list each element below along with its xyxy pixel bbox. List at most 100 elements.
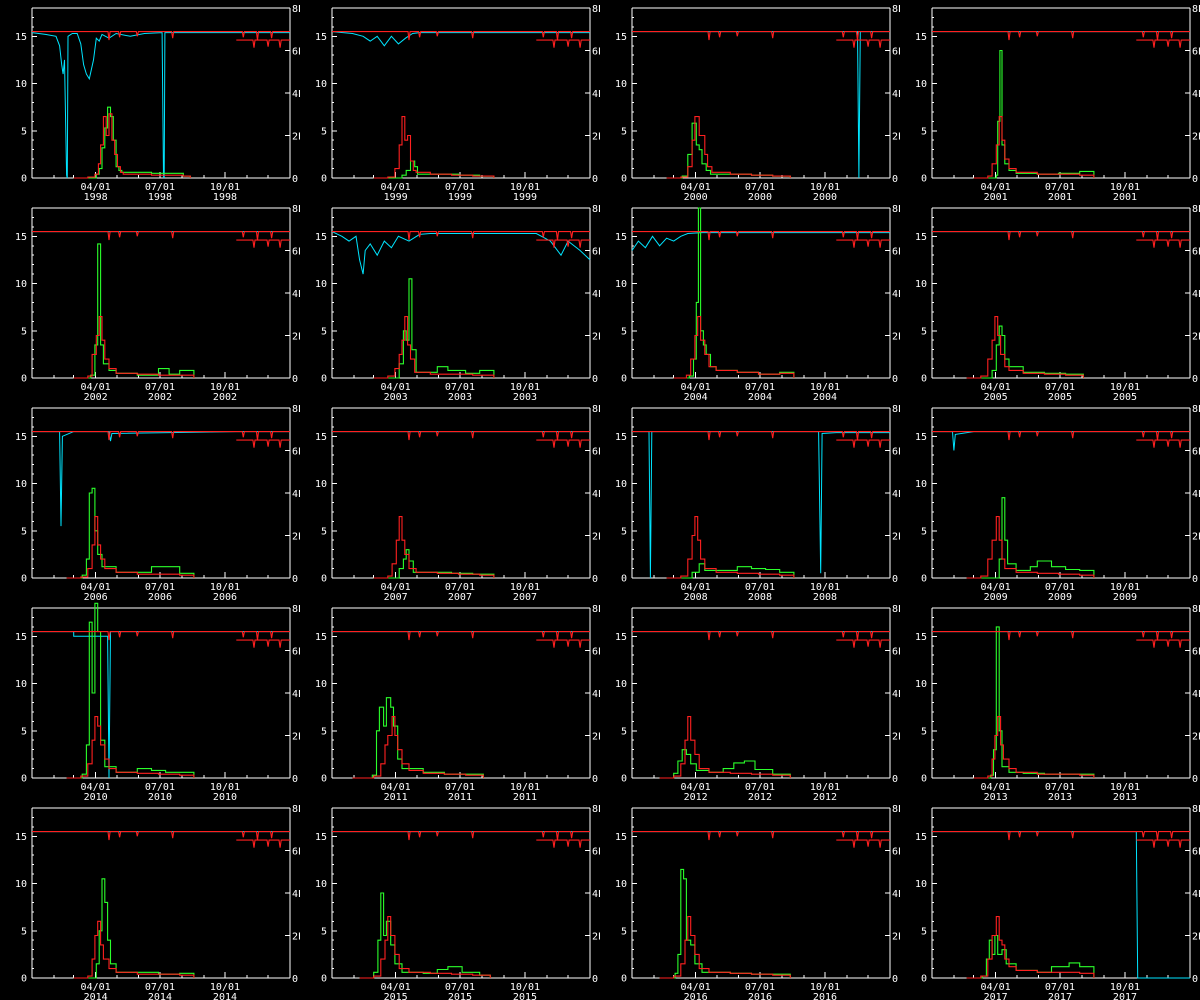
x-tick-year: 2000	[748, 192, 772, 200]
red-reference-line	[932, 631, 1190, 641]
x-tick-label: 04/01	[681, 982, 711, 993]
left-tick-label: 0	[621, 174, 627, 185]
left-tick-label: 10	[15, 79, 27, 90]
left-tick-label: 0	[321, 374, 327, 385]
x-tick-year: 2005	[1048, 392, 1072, 400]
left-tick-label: 10	[915, 279, 927, 290]
panel-2004: 05101502E44E46E48E404/01200407/01200410/…	[600, 200, 900, 400]
red-reference-line	[32, 631, 290, 641]
right-tick-label: 2E4	[892, 132, 900, 143]
green-series	[66, 602, 195, 779]
right-tick-label: 8E4	[292, 204, 300, 215]
right-tick-label: 0	[292, 374, 298, 385]
red-reference-line	[632, 831, 890, 841]
right-tick-label: 0	[592, 974, 598, 985]
red-series	[659, 716, 791, 779]
red-reference-segment	[236, 239, 290, 248]
left-tick-label: 10	[315, 879, 327, 890]
left-tick-label: 10	[15, 279, 27, 290]
x-tick-label: 10/01	[810, 982, 840, 993]
x-tick-label: 10/01	[510, 982, 540, 993]
panel-2013: 05101502E44E46E48E404/01201307/01201310/…	[900, 600, 1200, 800]
right-tick-label: 6E4	[292, 647, 300, 658]
red-series	[352, 716, 484, 779]
red-series	[666, 116, 791, 179]
right-tick-label: 8E4	[592, 404, 600, 415]
left-tick-label: 15	[915, 232, 927, 243]
x-tick-label: 10/01	[1110, 982, 1140, 993]
x-tick-year: 2012	[684, 792, 708, 800]
left-tick-label: 5	[921, 726, 927, 737]
x-tick-year: 2010	[84, 792, 108, 800]
red-reference-line	[332, 431, 590, 441]
left-tick-label: 10	[615, 679, 627, 690]
x-tick-label: 04/01	[681, 582, 711, 593]
panel-svg-2002: 05101502E44E46E48E404/01200207/01200210/…	[15, 204, 300, 400]
x-tick-label: 10/01	[510, 382, 540, 393]
right-tick-label: 4E4	[892, 89, 900, 100]
red-reference-line	[32, 31, 290, 41]
red-series	[373, 116, 495, 179]
right-tick-label: 0	[892, 374, 898, 385]
green-series	[373, 160, 495, 179]
x-tick-label: 07/01	[1045, 182, 1075, 193]
red-reference-line	[632, 31, 890, 41]
red-reference-line	[32, 431, 290, 441]
right-tick-label: 6E4	[592, 647, 600, 658]
right-tick-label: 2E4	[592, 332, 600, 343]
left-tick-label: 5	[621, 326, 627, 337]
x-tick-label: 07/01	[145, 182, 175, 193]
panel-2017: 05101502E44E46E48E404/01201707/01201710/…	[900, 800, 1200, 1000]
right-tick-label: 8E4	[1192, 4, 1200, 15]
right-tick-label: 0	[292, 774, 298, 785]
x-tick-year: 1999	[384, 192, 408, 200]
red-series	[659, 916, 791, 979]
red-reference-line	[332, 31, 590, 41]
panel-svg-1998: 05101502E44E46E48E404/01199807/01199810/…	[15, 4, 300, 200]
red-reference-line	[332, 231, 590, 241]
green-series	[659, 868, 791, 979]
red-reference-segment	[536, 439, 590, 448]
left-tick-label: 0	[21, 374, 27, 385]
panel-svg-1999: 05101502E44E46E48E404/01199907/01199910/…	[315, 4, 600, 200]
x-tick-label: 07/01	[445, 382, 475, 393]
x-tick-year: 2013	[1113, 792, 1137, 800]
panel-2016: 05101502E44E46E48E404/01201607/01201610/…	[600, 800, 900, 1000]
right-tick-label: 0	[1192, 774, 1198, 785]
right-tick-label: 2E4	[892, 532, 900, 543]
green-series	[966, 325, 1084, 379]
left-tick-label: 5	[321, 326, 327, 337]
left-tick-label: 0	[621, 574, 627, 585]
panel-2003: 05101502E44E46E48E404/01200307/01200310/…	[300, 200, 600, 400]
x-tick-label: 04/01	[81, 182, 111, 193]
left-tick-label: 5	[21, 926, 27, 937]
red-reference-line	[32, 831, 290, 841]
x-tick-year: 1998	[213, 192, 237, 200]
x-tick-label: 04/01	[381, 782, 411, 793]
right-tick-label: 6E4	[292, 847, 300, 858]
x-tick-label: 10/01	[1110, 582, 1140, 593]
left-tick-label: 15	[915, 432, 927, 443]
x-tick-year: 1999	[513, 192, 537, 200]
right-tick-label: 8E4	[892, 604, 900, 615]
panel-svg-2009: 05101502E44E46E48E404/01200907/01200910/…	[915, 404, 1200, 600]
red-reference-segment	[236, 639, 290, 648]
left-tick-label: 0	[921, 774, 927, 785]
panel-2011: 05101502E44E46E48E404/01201107/01201110/…	[300, 600, 600, 800]
right-tick-label: 8E4	[292, 404, 300, 415]
left-tick-label: 0	[21, 574, 27, 585]
cyan-series	[632, 31, 890, 179]
left-tick-label: 0	[321, 774, 327, 785]
x-tick-year: 2010	[148, 792, 172, 800]
right-tick-label: 0	[892, 174, 898, 185]
right-tick-label: 4E4	[292, 689, 300, 700]
left-tick-label: 10	[915, 479, 927, 490]
right-tick-label: 0	[592, 374, 598, 385]
right-tick-label: 8E4	[1192, 204, 1200, 215]
left-tick-label: 5	[321, 726, 327, 737]
x-tick-label: 10/01	[210, 182, 240, 193]
x-tick-year: 2000	[684, 192, 708, 200]
x-tick-label: 10/01	[1110, 782, 1140, 793]
left-tick-label: 0	[921, 974, 927, 985]
x-tick-year: 2004	[748, 392, 772, 400]
